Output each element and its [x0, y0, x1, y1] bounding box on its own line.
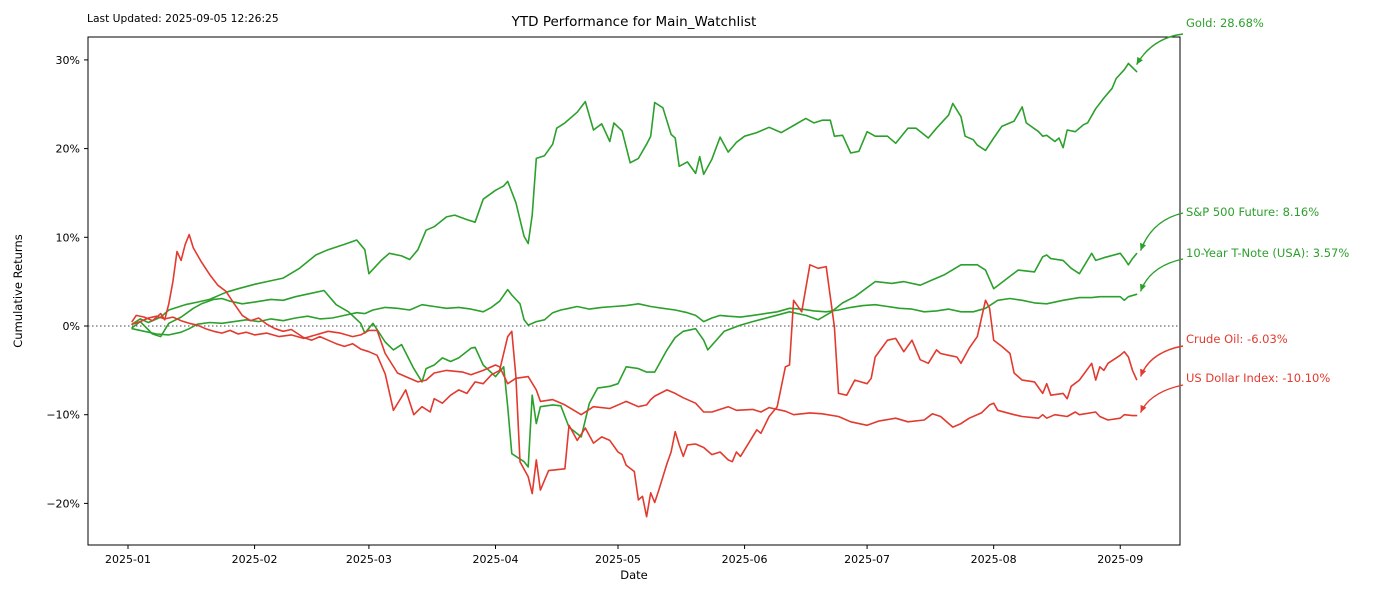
y-tick-label: −10%	[46, 409, 80, 422]
annotation-arrowhead	[1140, 283, 1146, 292]
x-tick-label: 2025-02	[232, 553, 278, 566]
series-line-us-dollar-index	[131, 315, 1138, 428]
annotation-arrows-layer	[1135, 33, 1184, 413]
axis-ticks-layer: 30% 20% 10% 0% −10% −20% 2025-01 2025-02 2025-03…	[46, 54, 1143, 566]
x-tick-label: 2025-08	[971, 553, 1017, 566]
annotation-arrowhead	[1140, 368, 1147, 377]
annotation-arrowhead	[1140, 404, 1147, 413]
x-tick-label: 2025-03	[346, 553, 392, 566]
y-tick-label: −20%	[46, 497, 80, 510]
annotation-10y-tnote: 10-Year T-Note (USA): 3.57%	[1186, 246, 1349, 260]
x-tick-label: 2025-05	[595, 553, 641, 566]
annotation-arrowhead	[1140, 242, 1146, 251]
x-axis-label: Date	[620, 568, 648, 582]
series-line-s-p-500-future	[131, 252, 1138, 468]
last-updated-text: Last Updated: 2025-09-05 12:26:25	[87, 12, 279, 25]
annotation-gold: Gold: 28.68%	[1186, 16, 1264, 30]
chart-title: YTD Performance for Main_Watchlist	[511, 14, 757, 30]
annotation-us-dollar-index: US Dollar Index: -10.10%	[1186, 371, 1330, 385]
plot-area	[87, 36, 1181, 546]
y-tick-label: 10%	[56, 231, 80, 244]
x-tick-label: 2025-06	[722, 553, 768, 566]
series-line-crude-oil	[131, 233, 1138, 518]
series-line-10-year-t-note-usa-	[131, 288, 1138, 336]
y-tick-label: 30%	[56, 54, 80, 67]
y-tick-label: 0%	[63, 320, 80, 333]
series-lines-layer	[131, 62, 1138, 518]
annotation-arrowhead	[1136, 56, 1143, 65]
y-tick-label: 20%	[56, 143, 80, 156]
x-tick-label: 2025-01	[105, 553, 151, 566]
x-tick-label: 2025-07	[844, 553, 890, 566]
annotation-crude-oil: Crude Oil: -6.03%	[1186, 332, 1288, 346]
annotation-sp500-future: S&P 500 Future: 8.16%	[1186, 205, 1319, 219]
x-tick-label: 2025-04	[473, 553, 519, 566]
series-line-gold	[131, 62, 1138, 326]
y-axis-label: Cumulative Returns	[11, 234, 25, 347]
x-tick-label: 2025-09	[1097, 553, 1143, 566]
